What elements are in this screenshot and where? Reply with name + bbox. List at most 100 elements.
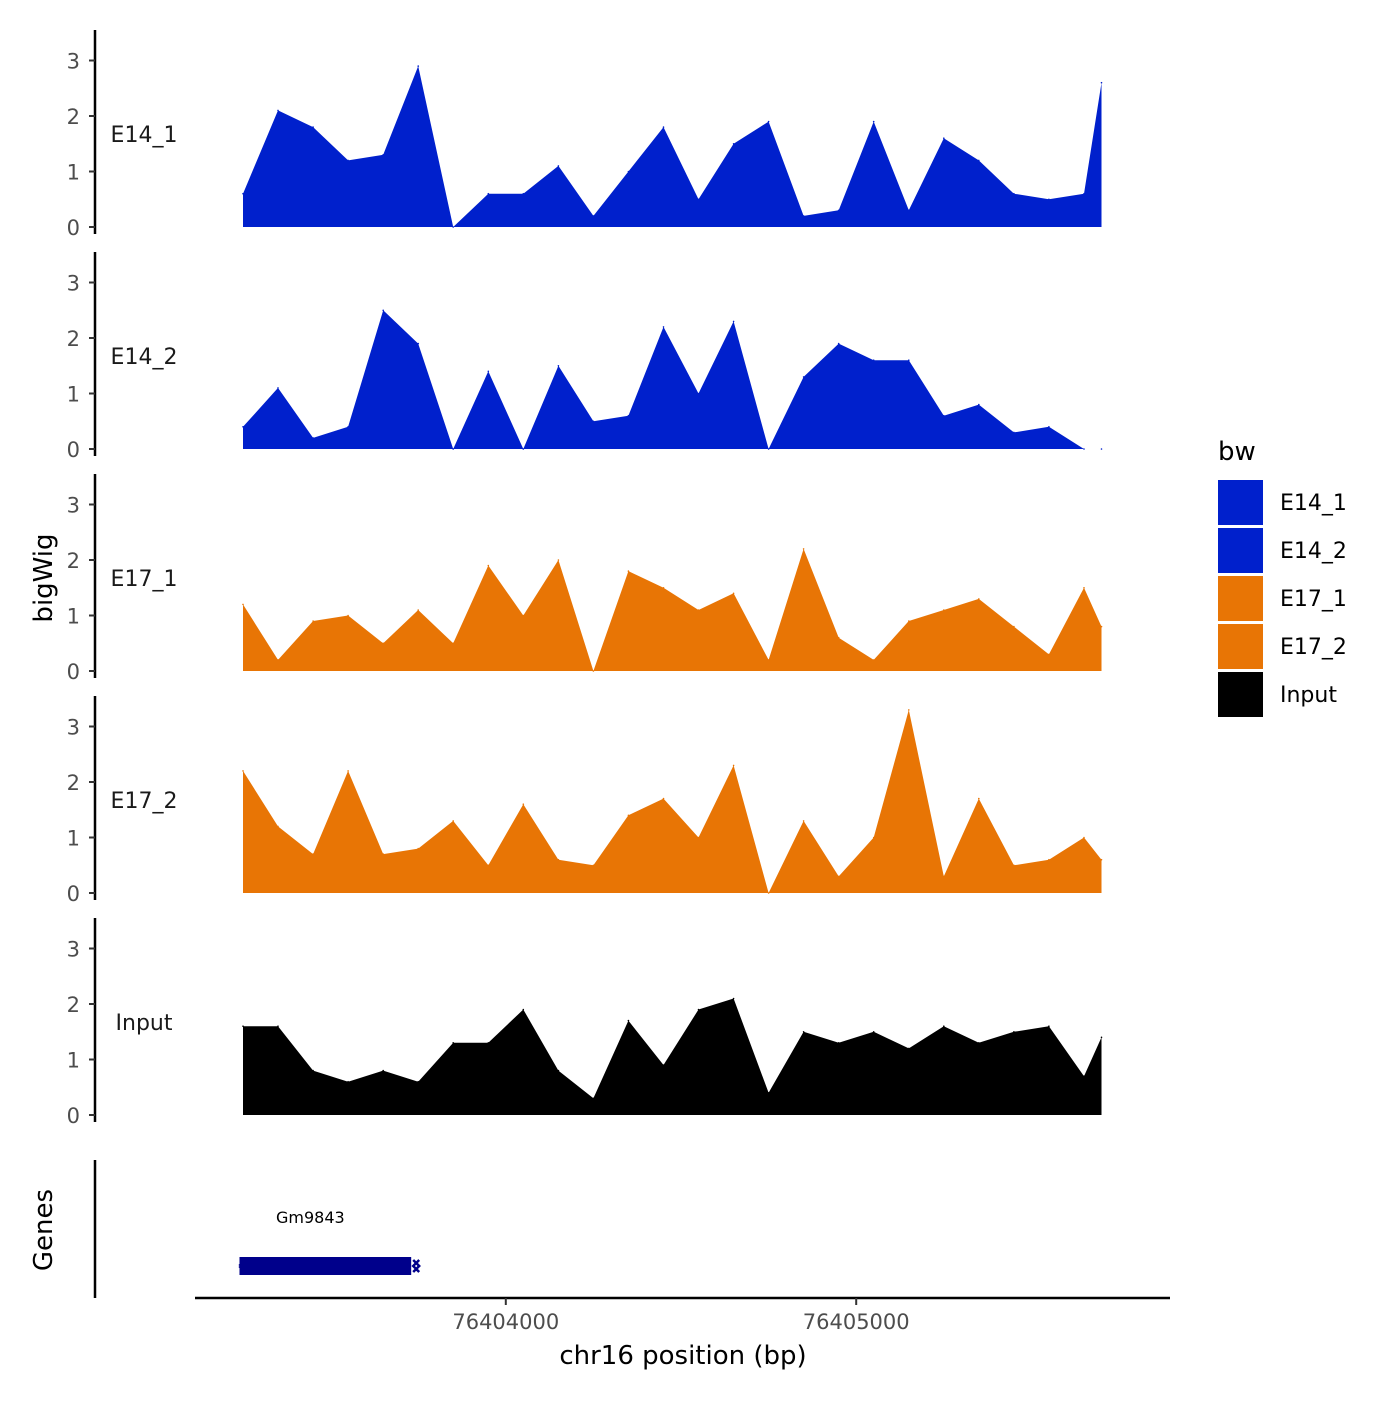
point-E14_2-14 (732, 320, 735, 323)
point-E14_1-11 (627, 170, 630, 173)
point-Input-20 (943, 1025, 945, 1027)
point-Input-22 (1013, 1031, 1015, 1033)
point-E17_1-6 (452, 642, 455, 645)
point-E17_1-1 (277, 659, 279, 661)
point-E17_1-9 (557, 559, 560, 561)
point-E17_1-15 (767, 659, 770, 661)
point-E14_2-9 (557, 365, 560, 367)
y-tick-label-Input-0: 0 (67, 1104, 80, 1128)
y-tick-label-E17_1-3: 3 (67, 494, 80, 518)
point-E14_2-15 (767, 448, 770, 450)
legend-swatch-E17_2 (1218, 624, 1263, 669)
point-E17_2-25 (1100, 858, 1103, 861)
point-Input-16 (802, 1031, 805, 1033)
point-Input-11 (627, 1019, 630, 1022)
point-E17_1-16 (802, 548, 805, 550)
y-tick-label-E14_2-0: 0 (67, 438, 80, 462)
point-E17_2-7 (487, 864, 490, 867)
point-E17_2-10 (592, 864, 595, 867)
point-Input-19 (908, 1047, 910, 1050)
point-E17_1-12 (662, 587, 665, 589)
point-E14_1-7 (487, 192, 490, 195)
point-E17_1-25 (1100, 625, 1103, 628)
gene-strand-right-Gm9843 (411, 1259, 421, 1273)
point-E17_2-24 (1083, 836, 1085, 839)
point-E14_1-17 (837, 209, 840, 212)
y-tick-label-E17_2-3: 3 (67, 716, 80, 740)
point-E17_1-11 (627, 570, 630, 572)
point-Input-1 (277, 1025, 279, 1027)
point-E14_2-12 (662, 326, 665, 328)
point-E17_2-13 (697, 836, 700, 839)
y-tick-label-E14_1-0: 0 (67, 216, 80, 240)
y-tick-label-Input-2: 2 (67, 993, 80, 1017)
point-E17_2-4 (382, 853, 385, 855)
legend-label-E14_2: E14_2 (1280, 539, 1347, 564)
point-E14_2-24 (1083, 448, 1085, 450)
point-Input-13 (697, 1008, 700, 1011)
point-E17_1-3 (347, 614, 349, 617)
point-E14_2-13 (697, 392, 700, 395)
point-E14_2-17 (837, 342, 840, 345)
legend-label-Input: Input (1280, 683, 1337, 708)
point-E14_1-25 (1100, 81, 1103, 84)
point-E17_2-17 (837, 875, 840, 878)
point-Input-24 (1083, 1075, 1085, 1077)
point-E17_2-11 (627, 814, 630, 817)
point-E17_1-13 (697, 609, 700, 611)
track-label-Input: Input (116, 1011, 173, 1036)
point-E17_2-16 (802, 820, 805, 822)
gene-label-Gm9843: Gm9843 (276, 1208, 345, 1227)
point-E14_2-19 (908, 359, 910, 362)
point-E14_2-6 (452, 448, 455, 450)
y-tick-label-E14_1-3: 3 (67, 50, 80, 74)
point-Input-21 (978, 1042, 980, 1044)
gene-strand-left-Gm9843 (238, 1258, 247, 1274)
y-tick-label-E14_2-1: 1 (67, 383, 80, 407)
point-E17_2-21 (978, 797, 980, 800)
point-E17_1-5 (417, 609, 420, 611)
point-E14_1-14 (732, 143, 735, 145)
point-E17_1-8 (522, 614, 525, 617)
point-E14_2-18 (872, 359, 875, 362)
point-E14_1-8 (522, 192, 525, 195)
point-E14_1-2 (312, 126, 314, 128)
point-E17_2-8 (522, 803, 525, 805)
area-E17_1 (243, 548, 1102, 671)
track-label-E14_1: E14_1 (111, 123, 178, 148)
point-E14_2-22 (1013, 431, 1015, 434)
point-E17_2-5 (417, 847, 420, 850)
track-label-E17_2: E17_2 (111, 789, 178, 814)
area-Input (243, 998, 1102, 1115)
y-tick-label-E17_1-0: 0 (67, 660, 80, 684)
point-E17_1-24 (1083, 587, 1085, 589)
point-Input-5 (417, 1080, 420, 1083)
point-E14_1-22 (1013, 192, 1015, 195)
x-axis: 76404000 76405000 (195, 1296, 1170, 1334)
point-E14_1-9 (557, 165, 560, 167)
point-E14_1-13 (697, 198, 700, 201)
point-E14_1-1 (277, 109, 279, 112)
point-E17_1-22 (1013, 625, 1015, 628)
point-E14_1-21 (978, 159, 980, 162)
point-E17_2-9 (557, 858, 560, 861)
point-E17_2-19 (908, 709, 910, 711)
y-tick-label-Input-1: 1 (67, 1049, 80, 1073)
point-Input-6 (452, 1042, 455, 1044)
point-E14_1-12 (662, 126, 665, 128)
point-E14_2-20 (943, 414, 945, 417)
point-E14_2-23 (1048, 426, 1050, 428)
point-Input-7 (487, 1042, 490, 1044)
point-E14_1-23 (1048, 198, 1050, 201)
legend-label-E14_1: E14_1 (1280, 491, 1347, 516)
point-E14_1-16 (802, 215, 805, 217)
track-E17_2: 0 1 2 3 E17_2 (67, 696, 1103, 906)
x-tick-label-76405000: 76405000 (803, 1310, 910, 1334)
point-E17_1-10 (592, 670, 595, 672)
point-E17_2-14 (732, 764, 735, 767)
point-Input-2 (312, 1069, 314, 1072)
legend-label-E17_2: E17_2 (1280, 635, 1347, 660)
point-E14_1-4 (382, 154, 385, 156)
